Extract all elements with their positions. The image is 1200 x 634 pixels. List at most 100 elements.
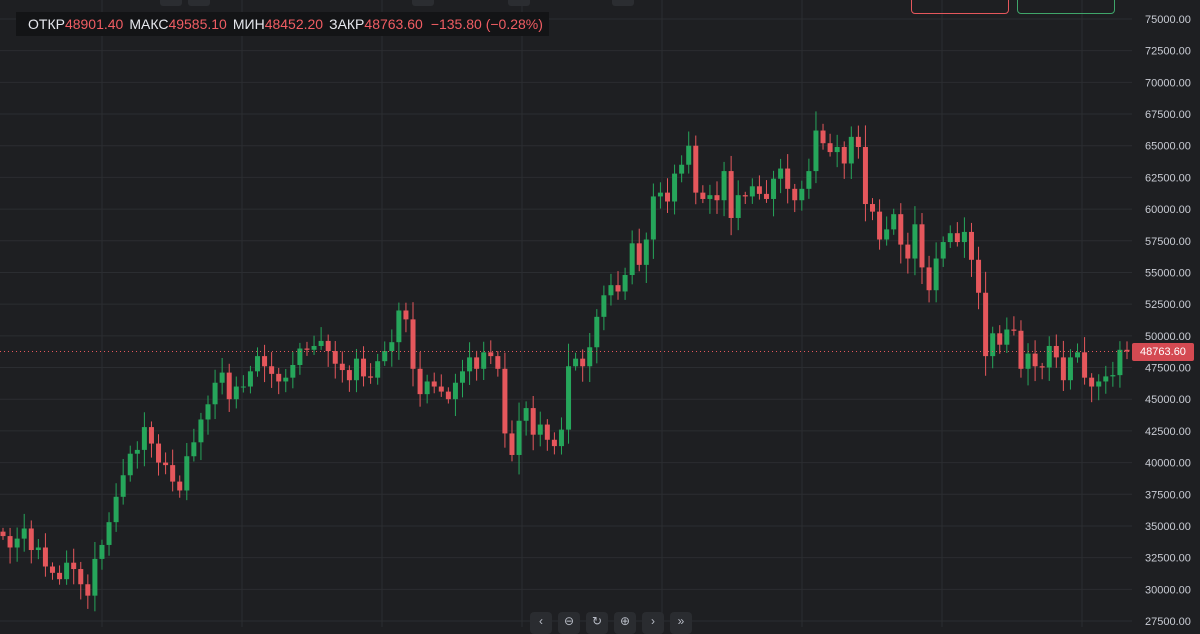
candle-body <box>396 310 402 343</box>
candle-body <box>877 211 883 240</box>
toolbar-icon[interactable] <box>188 0 210 6</box>
candle <box>1046 336 1052 381</box>
candle <box>601 285 607 331</box>
toolbar-icon[interactable] <box>412 0 434 6</box>
zoom-in-icon[interactable]: ⊕ <box>614 612 636 634</box>
change-value: −135.80 (−0.28%) <box>430 16 543 32</box>
candle <box>191 428 197 462</box>
last-price-tag: 48763.60 <box>1132 342 1194 361</box>
candle-body <box>488 352 494 357</box>
candle <box>148 421 154 458</box>
candle-body <box>1039 366 1045 368</box>
candle <box>42 533 48 577</box>
candle <box>1082 337 1088 385</box>
candle <box>1060 340 1066 391</box>
candle <box>877 199 883 250</box>
candle <box>792 183 798 213</box>
candle <box>141 412 147 467</box>
toolbar-icon[interactable] <box>160 0 182 6</box>
candle <box>233 376 239 409</box>
candle <box>1025 343 1031 386</box>
candle-body <box>1124 349 1130 352</box>
candle-body <box>884 229 890 240</box>
low-label: МИН <box>232 16 265 32</box>
candle-body <box>756 186 762 194</box>
candle <box>495 351 501 377</box>
candle <box>834 134 840 168</box>
candle-body <box>191 442 197 457</box>
candle <box>474 350 480 381</box>
candle <box>1011 316 1017 336</box>
chevron-left-icon[interactable]: ‹ <box>530 612 552 634</box>
candle-body <box>657 192 663 197</box>
candle <box>997 325 1003 354</box>
candle-body <box>1025 353 1031 369</box>
candle <box>587 332 593 383</box>
candle-body <box>905 244 911 259</box>
candle-body <box>467 357 473 372</box>
candle <box>262 344 268 383</box>
candle-body <box>1089 377 1095 387</box>
candle-body <box>21 528 27 539</box>
candle <box>1124 341 1130 360</box>
reset-icon[interactable]: ↻ <box>586 612 608 634</box>
candle <box>636 228 642 272</box>
candle-body <box>530 408 536 435</box>
candle <box>99 539 105 570</box>
candle-body <box>459 371 465 383</box>
candle <box>35 539 41 560</box>
candle <box>368 363 374 384</box>
candle <box>290 351 296 389</box>
toolbar-icon[interactable] <box>612 0 634 6</box>
toolbar-icon[interactable] <box>508 0 530 6</box>
y-tick-label: 72500.00 <box>1145 46 1191 58</box>
candle <box>771 170 777 217</box>
candle-body <box>113 496 119 523</box>
sell-button[interactable] <box>911 0 1009 14</box>
candle-body <box>509 433 515 455</box>
candle-body <box>304 348 310 350</box>
candle-body <box>1011 329 1017 331</box>
candle-body <box>410 319 416 369</box>
candle-body <box>481 352 487 369</box>
low-value: 48452.20 <box>264 16 324 32</box>
candle-body <box>926 267 932 291</box>
candle <box>254 347 260 377</box>
candle-body <box>311 345 317 350</box>
candle-body <box>1096 381 1102 387</box>
candle-body <box>700 192 706 199</box>
candle-body <box>276 373 282 382</box>
buy-button[interactable] <box>1017 0 1115 14</box>
candle <box>735 180 741 231</box>
y-tick-label: 67500.00 <box>1145 109 1191 121</box>
candle <box>424 374 430 404</box>
candle-body <box>184 456 190 491</box>
candle <box>382 341 388 366</box>
candle <box>361 346 367 387</box>
candle-body <box>431 381 437 387</box>
y-tick-label: 27500.00 <box>1145 616 1191 627</box>
candles <box>0 111 1130 612</box>
candle <box>1075 343 1081 363</box>
chevron-right-icon[interactable]: › <box>642 612 664 634</box>
candle-body <box>629 243 635 276</box>
candle <box>240 375 246 393</box>
zoom-out-icon[interactable]: ⊖ <box>558 612 580 634</box>
candle-body <box>1067 357 1073 381</box>
candle <box>679 155 685 183</box>
candle <box>912 206 918 276</box>
candle <box>905 232 911 274</box>
jump-to-end-icon[interactable]: » <box>670 612 692 634</box>
grid-lines <box>0 0 1132 627</box>
candle <box>862 125 868 222</box>
candle <box>756 175 762 200</box>
candle-body <box>375 361 381 378</box>
candle <box>665 178 671 213</box>
candle <box>375 353 381 385</box>
candle-body <box>551 439 557 447</box>
candle <box>417 351 423 407</box>
candle <box>445 387 451 404</box>
candle <box>7 527 13 564</box>
y-tick-label: 62500.00 <box>1145 172 1191 184</box>
